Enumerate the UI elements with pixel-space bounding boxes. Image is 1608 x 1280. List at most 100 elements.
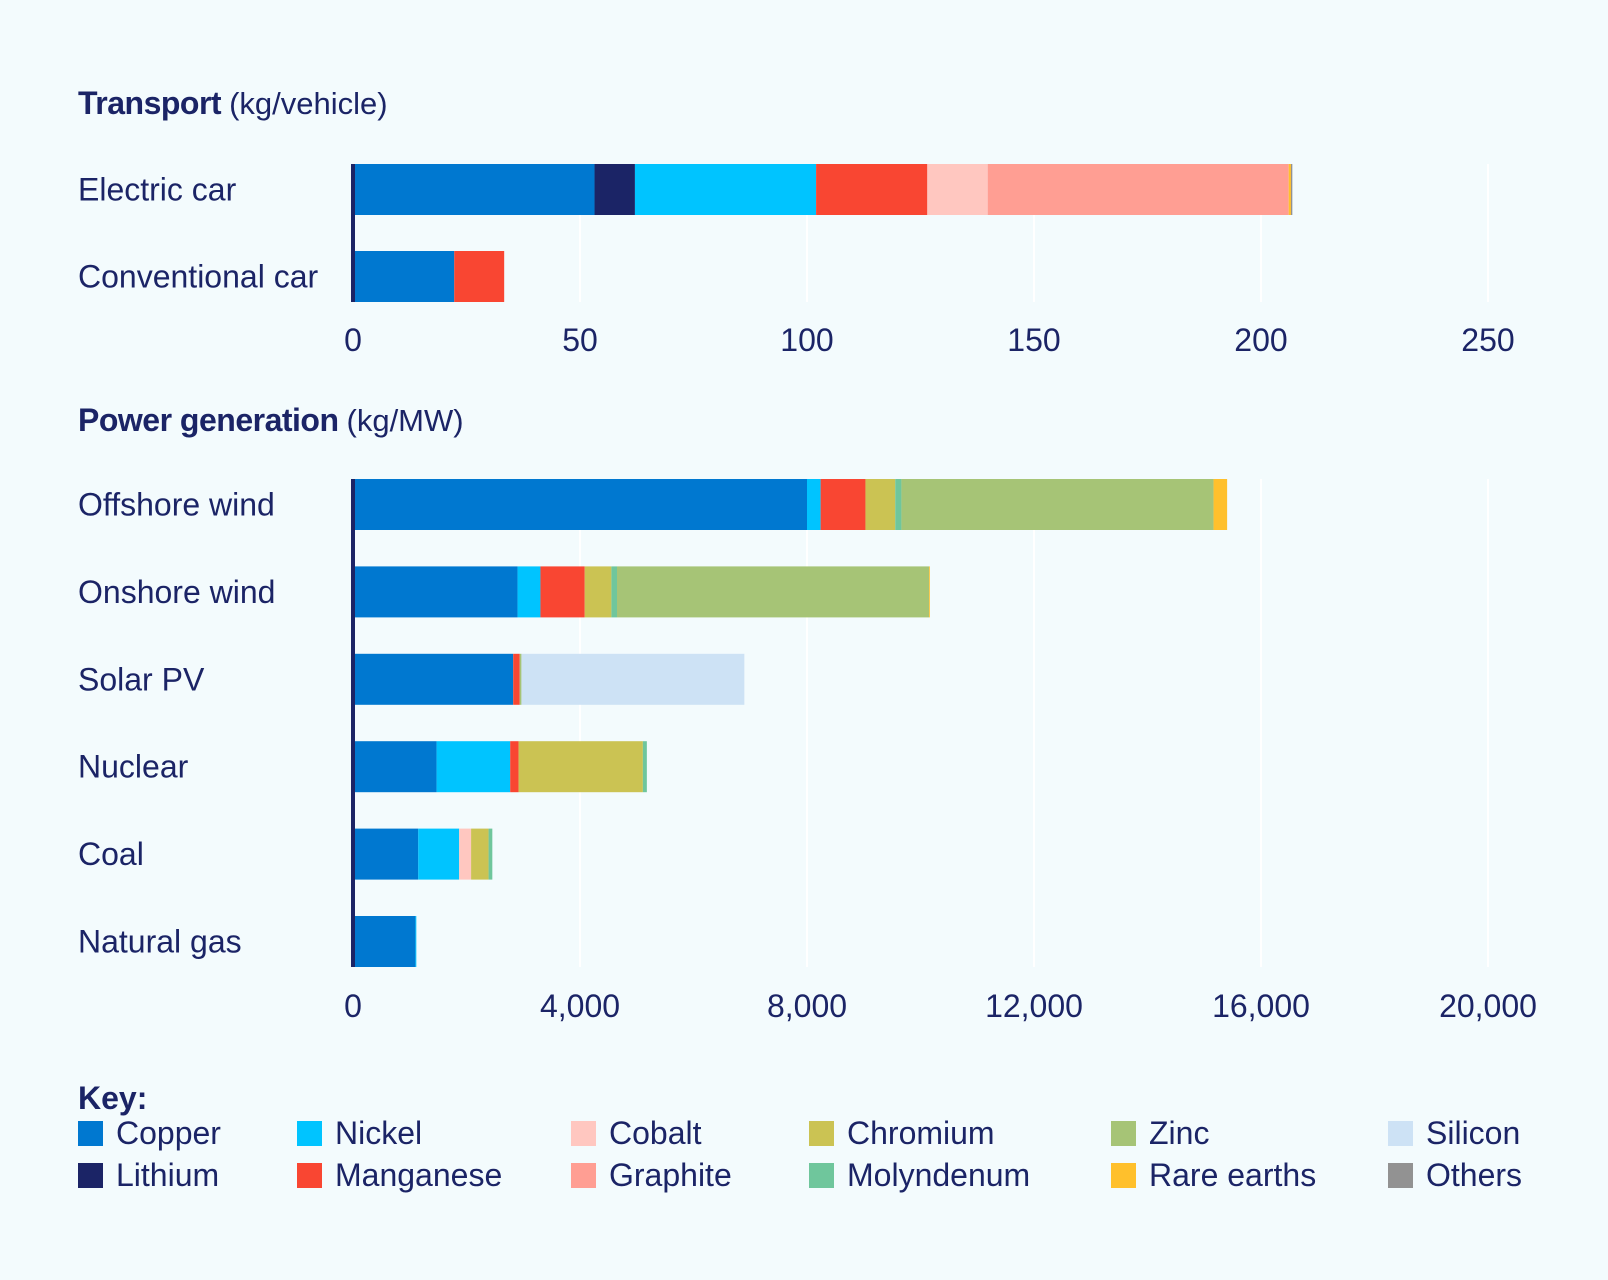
x-tick-label: 8,000: [767, 988, 847, 1024]
panel-title-unit: (kg/MW): [347, 403, 464, 438]
category-label: Coal: [78, 836, 144, 872]
bar-segment-coal-cobalt: [459, 828, 472, 880]
bar-segment-coal-copper: [353, 828, 419, 880]
bar-segment-nuclear-nickel: [436, 741, 511, 793]
bar-segment-nuclear-chromium: [518, 741, 643, 793]
bar-segment-solar-pv-manganese: [513, 653, 520, 705]
bar-segment-coal-molyndenum: [488, 828, 493, 880]
legend-swatch: [809, 1163, 834, 1188]
bar-segment-onshore-wind-zinc: [617, 566, 930, 618]
bar-segment-onshore-wind-molyndenum: [611, 566, 618, 618]
legend: Key:Copper Lithium Nickel Manganese Cobalt Gr…: [78, 1080, 1522, 1193]
bar-segment-electric-car-lithium: [594, 164, 635, 215]
category-label: Conventional car: [78, 259, 318, 295]
x-tick-label: 16,000: [1212, 988, 1310, 1024]
legend-label: Manganese: [335, 1157, 502, 1193]
legend-swatch: [78, 1163, 103, 1188]
bar-segment-electric-car-rare-earths: [1288, 164, 1291, 215]
bar-segment-offshore-wind-manganese: [820, 479, 866, 530]
bar-segment-electric-car-manganese: [816, 164, 928, 215]
bar-segment-offshore-wind-chromium: [865, 479, 896, 530]
legend-swatch: [571, 1121, 596, 1146]
bar-segment-offshore-wind-nickel: [807, 479, 821, 530]
bar-segment-nuclear-copper: [353, 741, 437, 793]
bar-segment-onshore-wind-rare-earths: [929, 566, 930, 618]
legend-item-cobalt: Cobalt: [571, 1115, 702, 1151]
category-label: Nuclear: [78, 749, 189, 785]
bar-segment-onshore-wind-chromium: [584, 566, 612, 618]
legend-label: Chromium: [847, 1115, 995, 1151]
x-tick-label: 50: [562, 322, 598, 358]
legend-item-graphite: Graphite: [571, 1157, 732, 1193]
x-tick-label: 0: [344, 988, 362, 1024]
bar-segment-electric-car-cobalt: [927, 164, 988, 215]
x-tick-label: 0: [344, 322, 362, 358]
legend-swatch: [571, 1163, 596, 1188]
bar-segment-onshore-wind-nickel: [517, 566, 541, 618]
bar-segment-solar-pv-copper: [353, 653, 514, 705]
panel-title: Power generation (kg/MW): [78, 402, 464, 438]
legend-title: Key:: [78, 1080, 147, 1116]
bar-segment-electric-car-copper: [353, 164, 595, 215]
bar-segment-natural-gas-copper: [353, 916, 416, 967]
bar-segment-solar-pv-zinc: [519, 653, 522, 705]
x-tick-label: 20,000: [1439, 988, 1537, 1024]
legend-swatch: [1111, 1121, 1136, 1146]
x-tick-label: 150: [1007, 322, 1060, 358]
legend-item-copper: Copper: [78, 1115, 221, 1151]
legend-label: Zinc: [1149, 1115, 1209, 1151]
legend-label: Molyndenum: [847, 1157, 1030, 1193]
bar-segment-conventional-car-manganese: [454, 251, 505, 302]
x-tick-label: 250: [1461, 322, 1514, 358]
category-label: Solar PV: [78, 661, 205, 697]
panel-title: Transport (kg/vehicle): [78, 85, 388, 121]
bar-segment-electric-car-graphite: [987, 164, 1289, 215]
panel-power-generation: Power generation (kg/MW) 0 4,000 8,000 12,000…: [78, 402, 1537, 1024]
bar-segment-nuclear-manganese: [510, 741, 519, 793]
category-label: Offshore wind: [78, 487, 275, 523]
legend-label: Cobalt: [609, 1115, 702, 1151]
legend-swatch: [1388, 1163, 1413, 1188]
legend-item-chromium: Chromium: [809, 1115, 995, 1151]
x-tick-label: 100: [780, 322, 833, 358]
bar-segment-offshore-wind-zinc: [901, 479, 1214, 530]
legend-item-silicon: Silicon: [1388, 1115, 1520, 1151]
panel-transport: Transport (kg/vehicle) 0 50 100 150 200 250 Elec…: [78, 85, 1515, 358]
legend-item-molyndenum: Molyndenum: [809, 1157, 1030, 1193]
legend-label: Graphite: [609, 1157, 732, 1193]
bar-segment-onshore-wind-manganese: [540, 566, 585, 618]
bar-segment-electric-car-nickel: [634, 164, 817, 215]
legend-label: Silicon: [1426, 1115, 1520, 1151]
bar-segment-electric-car-others: [1290, 164, 1293, 215]
bar-segment-offshore-wind-molyndenum: [895, 479, 902, 530]
bar-segment-conventional-car-copper: [353, 251, 455, 302]
x-tick-label: 200: [1234, 322, 1287, 358]
legend-item-rare-earths: Rare earths: [1111, 1157, 1316, 1193]
x-tick-label: 4,000: [540, 988, 620, 1024]
legend-swatch: [1388, 1121, 1413, 1146]
category-label: Onshore wind: [78, 574, 275, 610]
bar-segment-offshore-wind-rare-earths: [1213, 479, 1228, 530]
legend-item-others: Others: [1388, 1157, 1522, 1193]
bar-segment-coal-nickel: [418, 828, 460, 880]
bar-segment-offshore-wind-copper: [353, 479, 807, 530]
legend-item-nickel: Nickel: [297, 1115, 422, 1151]
legend-swatch: [297, 1121, 322, 1146]
panel-title-unit: (kg/vehicle): [229, 86, 388, 121]
legend-label: Rare earths: [1149, 1157, 1316, 1193]
legend-swatch: [809, 1121, 834, 1146]
bar-segment-solar-pv-silicon: [521, 653, 745, 705]
legend-label: Copper: [116, 1115, 221, 1151]
legend-label: Others: [1426, 1157, 1522, 1193]
legend-label: Nickel: [335, 1115, 422, 1151]
legend-item-lithium: Lithium: [78, 1157, 219, 1193]
legend-swatch: [1111, 1163, 1136, 1188]
panel-title-bold: Transport: [78, 85, 222, 121]
bar-segment-natural-gas-nickel: [415, 916, 417, 967]
legend-item-zinc: Zinc: [1111, 1115, 1209, 1151]
legend-swatch: [78, 1121, 103, 1146]
bar-segment-nuclear-molyndenum: [642, 741, 647, 793]
legend-label: Lithium: [116, 1157, 219, 1193]
legend-item-manganese: Manganese: [297, 1157, 502, 1193]
